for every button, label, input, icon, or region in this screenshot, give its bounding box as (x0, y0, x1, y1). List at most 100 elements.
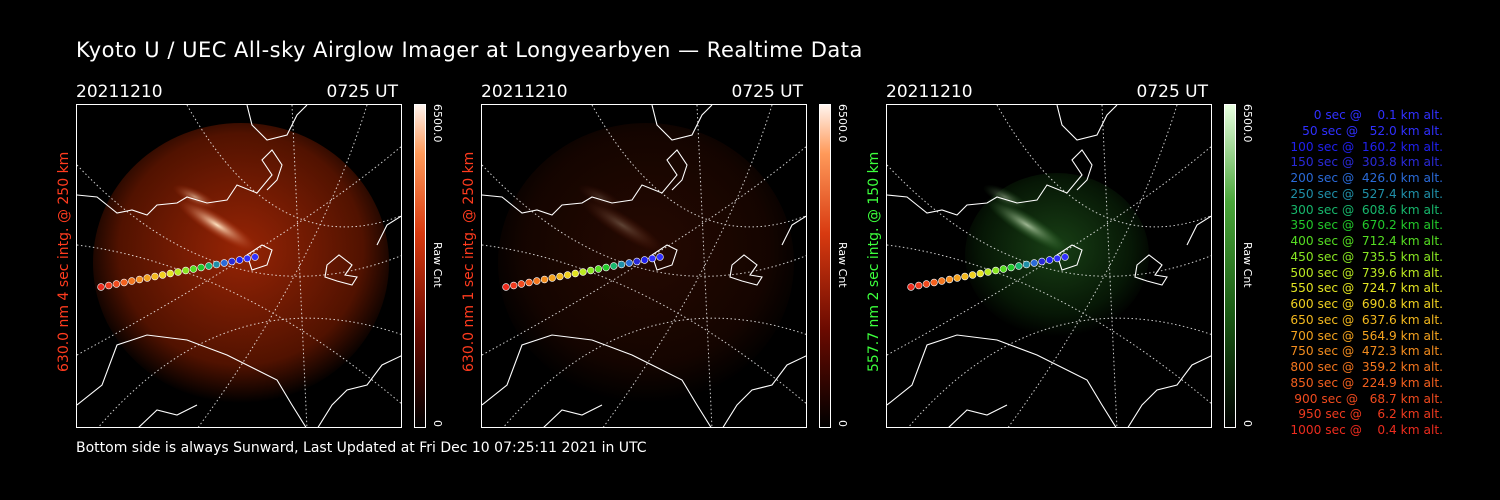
trajectory-point (510, 281, 518, 290)
coastlines (77, 105, 401, 427)
panel-1-colorbar (414, 104, 426, 428)
trajectory-point (112, 280, 121, 288)
legend-entry: 500 sec @ 739.6 km alt. (1290, 265, 1443, 280)
trajectory-point (999, 265, 1008, 273)
trajectory-point (533, 277, 541, 285)
trajectory-point (205, 262, 213, 270)
trajectory-point (610, 262, 618, 270)
page-title: Kyoto U / UEC All-sky Airglow Imager at … (76, 38, 863, 62)
coastlines (482, 105, 806, 427)
trajectory-point (991, 266, 1000, 275)
trajectory-point (656, 253, 664, 261)
trajectory-point (97, 283, 105, 291)
trajectory-point (105, 281, 113, 290)
allsky-map (77, 105, 401, 427)
legend-entry: 350 sec @ 670.2 km alt. (1290, 218, 1443, 233)
trajectory-point (166, 269, 175, 278)
panel-1-colorbar-min: 0 (431, 420, 444, 427)
trajectory-point (579, 268, 587, 276)
panel-3-ylabel: 557.7 nm 2 sec intg. @ 150 km (866, 151, 882, 372)
panel-1-date: 20211210 (76, 82, 163, 102)
panel-2-date: 20211210 (481, 82, 568, 102)
panel-3-date: 20211210 (886, 82, 973, 102)
panel-1-image (76, 104, 402, 428)
trajectory-point (181, 266, 190, 275)
trajectory-point (120, 278, 128, 287)
trajectory-point (938, 277, 946, 285)
trajectory-point (1045, 256, 1054, 264)
panel-2-colorbar-min: 0 (836, 420, 849, 427)
trajectory-point (602, 263, 610, 272)
legend-entry: 550 sec @ 724.7 km alt. (1290, 281, 1443, 296)
trajectory-point (174, 268, 182, 276)
legend-entry: 50 sec @ 52.0 km alt. (1302, 123, 1443, 138)
panel-2-colorbar-max: 6500.0 (836, 104, 849, 143)
trajectory-point (984, 268, 992, 276)
panel-3-colorbar-unit: Raw Cnt (1241, 242, 1254, 288)
trajectory-point (1030, 259, 1038, 267)
graticule (77, 105, 401, 427)
trajectory-point (540, 275, 549, 284)
panel-3-colorbar-min: 0 (1241, 420, 1254, 427)
trajectory-point (930, 278, 938, 287)
legend-entry: 800 sec @ 359.2 km alt. (1290, 360, 1443, 374)
trajectory-point (135, 275, 144, 284)
trajectory-point (228, 257, 236, 266)
trajectory-point (617, 260, 626, 269)
legend-entry: 1000 sec @ 0.4 km alt. (1290, 423, 1443, 437)
trajectory-point (158, 271, 167, 279)
legend-entry: 700 sec @ 564.9 km alt. (1290, 328, 1443, 343)
panel-1-ylabel: 630.0 nm 4 sec intg. @ 250 km (56, 151, 72, 372)
panel-3-time: 0725 UT (1136, 82, 1209, 102)
panel-2-time: 0725 UT (731, 82, 804, 102)
legend-entry: 300 sec @ 608.6 km alt. (1290, 202, 1443, 217)
panel-3-image (886, 104, 1212, 428)
panel-3-colorbar-max: 6500.0 (1241, 104, 1254, 143)
trajectory-point (945, 275, 954, 284)
legend-entry: 950 sec @ 6.2 km alt. (1298, 407, 1443, 422)
legend-entry: 250 sec @ 527.4 km alt. (1290, 186, 1443, 201)
footer-note: Bottom side is always Sunward, Last Upda… (76, 440, 647, 456)
trajectory-point (220, 259, 228, 267)
trajectory-point (1022, 260, 1031, 269)
trajectory-point (212, 260, 221, 269)
legend-entry: 0 sec @ 0.1 km alt. (1313, 108, 1443, 122)
legend-entry: 150 sec @ 303.8 km alt. (1290, 155, 1443, 170)
trajectory-point (1038, 257, 1046, 266)
trajectory-point (961, 272, 969, 281)
trajectory-point (556, 272, 564, 281)
trajectory-point (968, 271, 977, 279)
trajectory-point (571, 269, 580, 278)
rocket-trajectory (907, 253, 1069, 291)
trajectory-point (953, 274, 961, 282)
panel-2-ylabel: 630.0 nm 1 sec intg. @ 250 km (461, 151, 477, 372)
trajectory-point (1007, 263, 1015, 272)
trajectory-point (502, 283, 510, 291)
trajectory-point (907, 283, 915, 291)
legend-entry: 750 sec @ 472.3 km alt. (1290, 344, 1443, 359)
trajectory-point (548, 274, 556, 282)
trajectory-point (915, 281, 923, 290)
trajectory-point (235, 256, 244, 264)
trajectory-point (151, 272, 159, 281)
allsky-map (887, 105, 1211, 427)
trajectory-point (563, 271, 572, 279)
aurora-arc (985, 197, 1069, 253)
legend-entry: 900 sec @ 68.7 km alt. (1294, 391, 1443, 406)
trajectory-point (633, 257, 641, 266)
trajectory-point (648, 254, 657, 263)
panel-2-image (481, 104, 807, 428)
trajectory-point (640, 256, 649, 264)
panel-1-colorbar-max: 6500.0 (431, 104, 444, 143)
aurora-arc (580, 197, 664, 253)
trajectory-point (189, 265, 198, 273)
legend-entry: 600 sec @ 690.8 km alt. (1290, 297, 1443, 311)
allsky-map (482, 105, 806, 427)
rocket-trajectory (97, 253, 259, 291)
legend-entry: 650 sec @ 637.6 km alt. (1290, 312, 1443, 327)
legend-entry: 100 sec @ 160.2 km alt. (1290, 139, 1443, 154)
trajectory-point (197, 263, 205, 272)
coastlines (887, 105, 1211, 427)
trajectory-point (517, 280, 526, 288)
trajectory-point (1053, 254, 1062, 263)
